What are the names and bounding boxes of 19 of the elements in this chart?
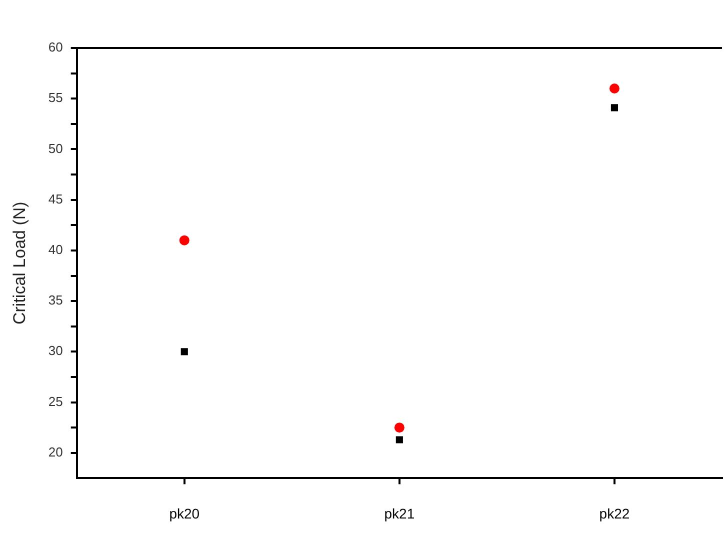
y-tick-label: 55	[48, 90, 63, 106]
y-tick-label: 25	[48, 394, 63, 409]
y-tick-label: 35	[48, 292, 63, 308]
point	[609, 83, 620, 94]
point	[396, 436, 403, 444]
y-tick-label: 45	[48, 191, 63, 206]
point	[610, 104, 618, 112]
point	[394, 422, 404, 433]
point	[180, 348, 188, 356]
x-tick-label: pk22	[599, 505, 630, 522]
y-tick-label: 60	[48, 40, 63, 55]
y-tick-label: 30	[48, 343, 63, 358]
y-tick-label: 50	[48, 140, 63, 156]
y-axis-title: Critical Load (N)	[10, 202, 29, 325]
x-tick-label: pk20	[169, 505, 200, 522]
x-tick-label: pk21	[384, 505, 415, 522]
y-tick-label: 40	[48, 242, 63, 258]
y-tick-label: 20	[48, 444, 63, 460]
point	[179, 235, 190, 246]
